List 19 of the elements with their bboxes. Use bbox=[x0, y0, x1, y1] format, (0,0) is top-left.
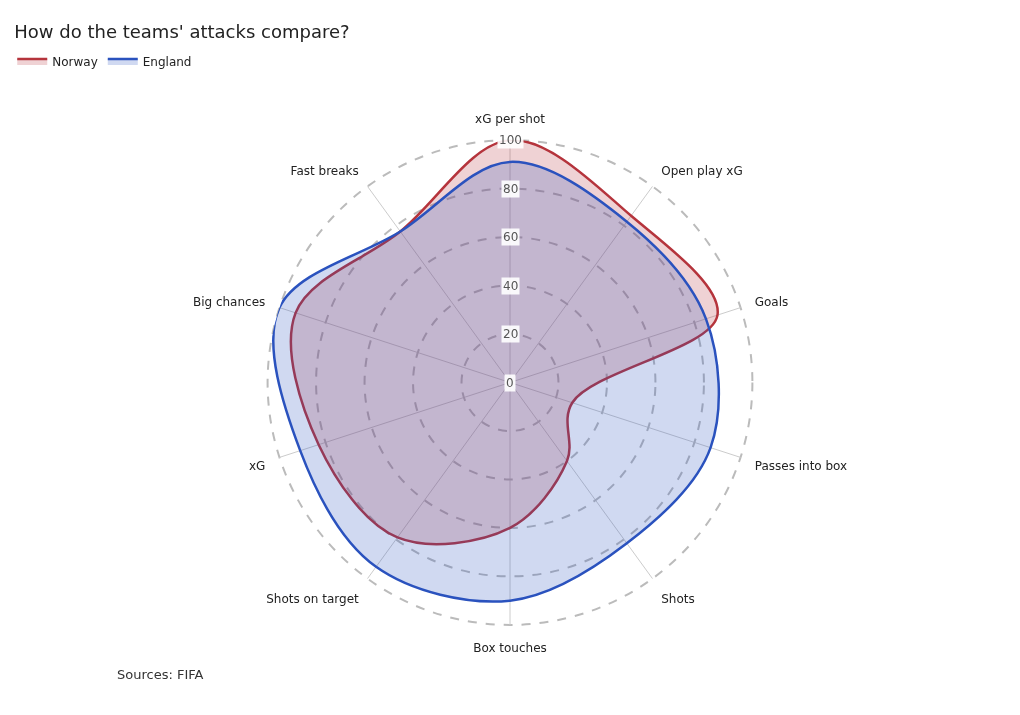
spoke-label: Shots bbox=[661, 591, 695, 606]
spoke-label: Open play xG bbox=[661, 163, 743, 178]
spoke-label: Big chances bbox=[192, 295, 266, 310]
legend-label: England bbox=[142, 54, 192, 69]
source-note: Sources: FIFA bbox=[117, 667, 204, 682]
y-tick-label: 0 bbox=[506, 376, 514, 390]
spoke-label: Goals bbox=[754, 295, 789, 310]
y-tick-label: 40 bbox=[503, 279, 519, 293]
y-tick-label: 80 bbox=[503, 182, 519, 196]
chart-title: How do the teams' attacks compare? bbox=[14, 20, 350, 42]
y-tick-label: 20 bbox=[503, 327, 519, 341]
spoke-label: xG bbox=[248, 458, 266, 473]
y-tick-label: 60 bbox=[503, 230, 519, 244]
legend-label: Norway bbox=[52, 54, 98, 69]
spoke-label: Shots on target bbox=[266, 591, 360, 606]
spoke-label: xG per shot bbox=[475, 111, 546, 126]
spoke-label: Box touches bbox=[473, 640, 547, 655]
spoke-label: Fast breaks bbox=[290, 163, 359, 178]
spoke-label: Passes into box bbox=[754, 458, 848, 473]
